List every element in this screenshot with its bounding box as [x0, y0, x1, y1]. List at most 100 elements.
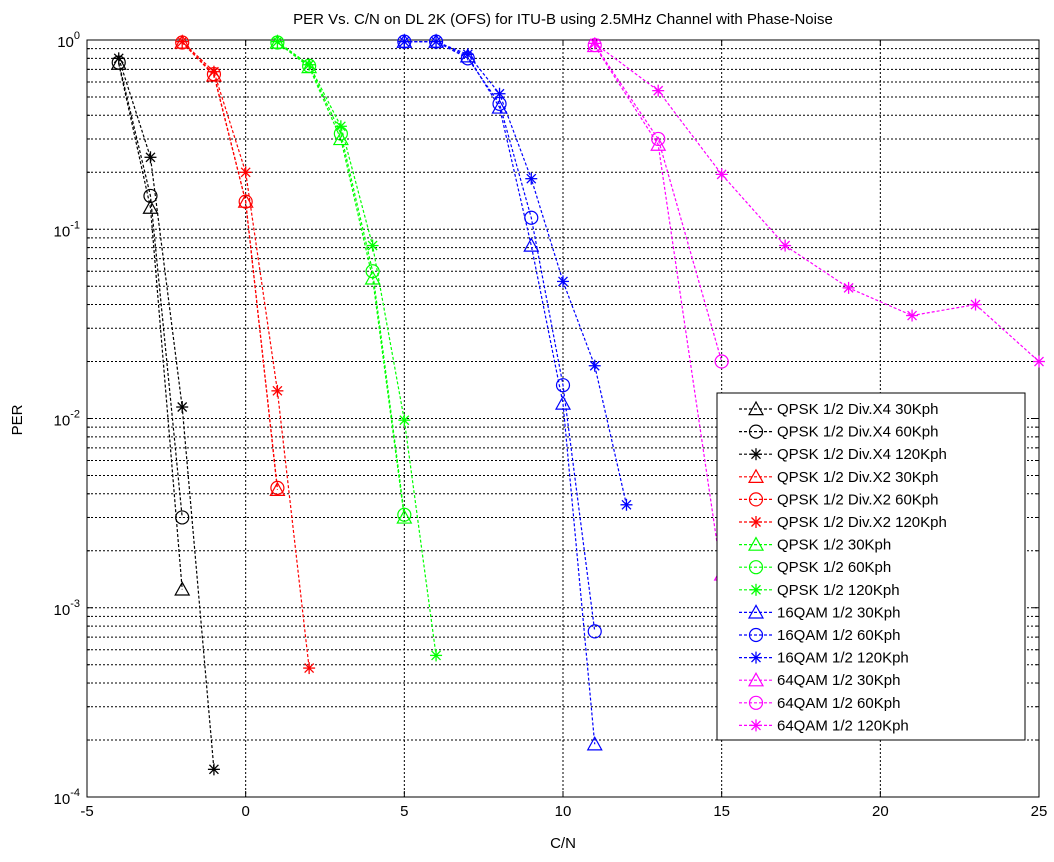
data-point: [430, 649, 443, 662]
data-point: [175, 510, 190, 525]
data-point: [303, 662, 316, 675]
series-14: [588, 37, 1045, 368]
x-tick-label: 25: [1031, 803, 1048, 820]
series-line: [277, 41, 437, 656]
data-point: [303, 58, 316, 71]
data-point: [142, 199, 159, 214]
series-layer: [110, 33, 1045, 776]
data-point: [491, 99, 508, 114]
data-point: [557, 275, 569, 288]
series-line: [181, 42, 278, 488]
series-line: [277, 42, 405, 515]
data-point: [620, 498, 633, 511]
series-11: [398, 35, 633, 511]
data-point: [174, 581, 191, 596]
chart-title: PER Vs. C/N on DL 2K (OFS) for ITU-B usi…: [293, 11, 833, 28]
legend-label: QPSK 1/2 Div.X4 120Kph: [777, 446, 947, 463]
series-1: [111, 55, 190, 525]
legend-marker: [747, 536, 765, 551]
y-axis-title: PER: [9, 404, 26, 435]
legend-marker: [748, 695, 764, 710]
legend-label: 64QAM 1/2 30Kph: [777, 672, 900, 689]
series-line: [118, 58, 215, 770]
x-tick-label: 5: [400, 803, 408, 820]
legend-label: QPSK 1/2 60Kph: [777, 559, 891, 576]
legend-label: QPSK 1/2 30Kph: [777, 537, 891, 554]
x-tick-label: 15: [713, 803, 730, 820]
legend-entry: 64QAM 1/2 30Kph: [739, 671, 900, 689]
y-tick-label: 100: [57, 30, 80, 51]
legend-label: QPSK 1/2 Div.X4 60Kph: [777, 424, 938, 441]
series-8: [271, 35, 443, 662]
x-axis-title: C/N: [550, 835, 576, 852]
data-point: [176, 35, 189, 48]
legend-entry: QPSK 1/2 Div.X4 120Kph: [739, 446, 947, 463]
series-line: [118, 62, 183, 518]
data-point: [1033, 355, 1045, 368]
data-point: [397, 507, 412, 522]
x-tick-label: -5: [80, 803, 93, 820]
data-point: [714, 354, 729, 369]
legend-entry: QPSK 1/2 120Kph: [739, 582, 900, 599]
series-line: [118, 63, 183, 590]
data-point: [586, 736, 603, 751]
legend-marker: [747, 400, 765, 416]
legend-marker: [750, 516, 762, 528]
legend-entry: 64QAM 1/2 60Kph: [739, 695, 900, 712]
data-point: [239, 166, 252, 179]
legend-entry: 64QAM 1/2 120Kph: [739, 717, 909, 734]
legend-entry: QPSK 1/2 Div.X4 30Kph: [739, 400, 938, 418]
legend-marker: [747, 468, 765, 483]
legend-marker: [750, 583, 762, 596]
y-tick-label: 10-1: [54, 219, 80, 240]
legend-marker: [748, 560, 764, 575]
legend-marker: [747, 604, 765, 619]
data-point: [143, 188, 158, 204]
data-point: [588, 359, 601, 372]
legend-label: QPSK 1/2 Div.X2 60Kph: [777, 491, 938, 508]
data-point: [398, 414, 411, 427]
data-point: [525, 172, 538, 185]
legend-entry: 16QAM 1/2 120Kph: [739, 650, 909, 667]
data-point: [237, 193, 254, 208]
legend-label: QPSK 1/2 Div.X2 30Kph: [777, 469, 938, 486]
legend-entry: QPSK 1/2 Div.X2 30Kph: [739, 468, 938, 486]
legend-marker: [750, 448, 762, 461]
series-line: [594, 42, 1040, 362]
data-point: [651, 131, 666, 147]
data-point: [652, 84, 665, 97]
tick-layer: -5 0 5 10 15 20 25 100 10-1 10-2 10-3 10-4: [54, 30, 1048, 820]
legend-label: QPSK 1/2 Div.X2 120Kph: [777, 514, 947, 531]
data-point: [430, 35, 443, 48]
data-point: [493, 87, 506, 100]
legend-marker: [750, 651, 762, 664]
data-point: [715, 168, 728, 181]
series-5: [176, 35, 316, 675]
legend-label: 16QAM 1/2 120Kph: [777, 650, 909, 667]
data-point: [906, 309, 919, 322]
legend-box: [716, 392, 1026, 741]
data-point: [779, 239, 792, 252]
data-point: [461, 48, 474, 61]
data-point: [364, 270, 381, 285]
legend-entry: QPSK 1/2 Div.X4 60Kph: [739, 424, 938, 441]
legend-marker: [748, 627, 764, 643]
legend-label: 16QAM 1/2 60Kph: [777, 627, 900, 644]
legend-label: QPSK 1/2 120Kph: [777, 582, 900, 599]
series-line: [404, 41, 628, 505]
legend-marker: [750, 719, 762, 732]
legend-label: 64QAM 1/2 60Kph: [777, 695, 900, 712]
legend-entry: QPSK 1/2 60Kph: [739, 559, 891, 576]
data-point: [238, 194, 253, 209]
legend-entry: QPSK 1/2 30Kph: [739, 536, 891, 554]
legend-label: QPSK 1/2 Div.X4 30Kph: [777, 401, 938, 418]
series-13: [587, 37, 729, 369]
x-tick-label: 20: [872, 803, 889, 820]
series-line: [277, 42, 405, 518]
data-point: [271, 35, 284, 48]
legend-marker: [748, 424, 764, 439]
legend-entry: QPSK 1/2 Div.X2 120Kph: [739, 514, 947, 531]
data-point: [176, 401, 189, 414]
data-point: [588, 37, 601, 50]
